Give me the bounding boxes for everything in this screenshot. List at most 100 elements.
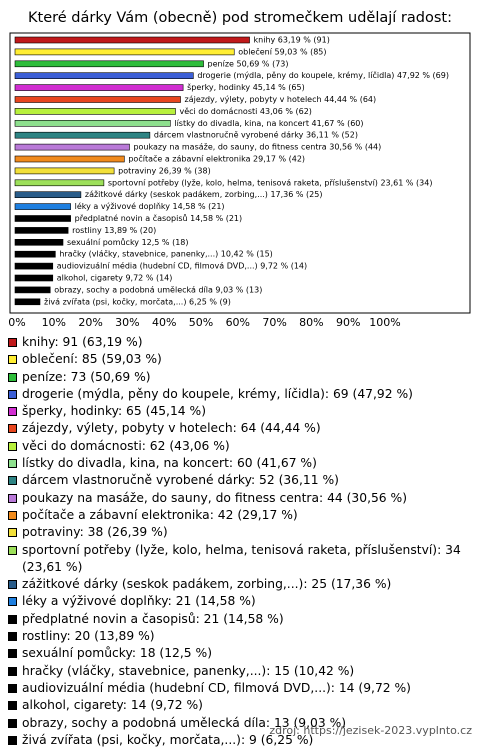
x-tick-label: 60% xyxy=(226,316,250,329)
legend-item: rostliny: 20 (13,89 %) xyxy=(6,628,468,645)
bar xyxy=(14,191,82,198)
value-label: obrazy, sochy a podobná umělecká díla 9,… xyxy=(54,285,262,294)
legend-item: sexuální pomůcky: 18 (12,5 %) xyxy=(6,645,468,662)
x-tick-label: 20% xyxy=(78,316,102,329)
legend-item: zájezdy, výlety, pobyty v hotelech: 64 (… xyxy=(6,420,468,437)
legend-label: předplatné novin a časopisů: 21 (14,58 %… xyxy=(22,611,284,626)
x-tick-label: 10% xyxy=(42,316,66,329)
legend-label: zájezdy, výlety, pobyty v hotelech: 64 (… xyxy=(22,421,321,436)
bar xyxy=(14,215,71,222)
legend-label: dárcem vlastnoručně vyrobené dárky: 52 (… xyxy=(22,473,339,488)
legend-swatch xyxy=(8,718,17,728)
bar xyxy=(14,108,176,115)
legend-item: hračky (vláčky, stavebnice, panenky,...)… xyxy=(6,663,468,680)
legend-item: potraviny: 38 (26,39 %) xyxy=(6,524,468,541)
legend-swatch xyxy=(8,459,17,469)
legend-label: šperky, hodinky: 65 (45,14 %) xyxy=(22,404,207,419)
value-label: zážitkové dárky (seskok padákem, zorbing… xyxy=(85,189,323,199)
legend-label: drogerie (mýdla, pěny do koupele, krémy,… xyxy=(22,386,413,401)
legend-item: zážitkové dárky (seskok padákem, zorbing… xyxy=(6,576,468,593)
value-label: knihy 63,19 % (91) xyxy=(254,36,330,45)
plot-frame xyxy=(9,32,471,314)
bar xyxy=(14,167,115,175)
bar xyxy=(14,96,181,103)
x-tick-label: 70% xyxy=(262,316,286,329)
value-label: věci do domácnosti 43,06 % (62) xyxy=(179,107,311,116)
legend-swatch xyxy=(8,632,17,642)
legend-item: obrazy, sochy a podobná umělecká díla: 1… xyxy=(6,715,468,732)
legend-item: věci do domácnosti: 62 (43,06 %) xyxy=(6,438,468,455)
legend-item: drogerie (mýdla, pěny do koupele, krémy,… xyxy=(6,386,468,403)
legend: knihy: 91 (63,19 %) oblečení: 85 (59,03 %… xyxy=(6,334,468,749)
legend-label: poukazy na masáže, do sauny, do fitness … xyxy=(22,490,408,505)
bar xyxy=(14,286,51,294)
legend-swatch xyxy=(8,545,17,555)
value-label: šperky, hodinky 45,14 % (65) xyxy=(187,82,305,92)
source: zdroj: https://jezisek-2023.vyplnto.cz xyxy=(269,724,472,737)
legend-swatch xyxy=(8,338,17,347)
legend-swatch xyxy=(8,683,17,693)
legend-swatch xyxy=(8,735,17,745)
legend-label: peníze: 73 (50,69 %) xyxy=(22,369,151,384)
legend-item: peníze: 73 (50,69 %) xyxy=(6,369,468,386)
legend-swatch xyxy=(8,424,17,434)
legend-swatch xyxy=(8,389,17,399)
legend-swatch xyxy=(8,701,17,711)
value-label: počítače a zábavní elektronika 29,17 % (… xyxy=(128,154,305,164)
legend-swatch xyxy=(8,666,17,676)
legend-label: audiovizuální média (hudební CD, filmová… xyxy=(22,680,411,695)
legend-label: obrazy, sochy a podobná umělecká díla: 1… xyxy=(22,715,347,730)
chart: Které dárky Vám (obecně) pod stromečkem … xyxy=(8,10,471,329)
value-label: hračky (vláčky, stavebnice, panenky,...)… xyxy=(59,249,272,259)
x-tick-label: 50% xyxy=(189,316,213,329)
legend-item: dárcem vlastnoručně vyrobené dárky: 52 (… xyxy=(6,472,468,489)
value-label: předplatné novin a časopisů 14,58 % (21) xyxy=(75,213,243,223)
value-label: dárcem vlastnoručně vyrobené dárky 36,11… xyxy=(154,130,358,140)
legend-item: knihy: 91 (63,19 %) xyxy=(6,334,468,351)
value-label: sexuální pomůcky 12,5 % (18) xyxy=(67,237,189,247)
bar xyxy=(14,60,204,68)
bar xyxy=(14,274,54,282)
bar xyxy=(14,131,151,139)
bar xyxy=(14,262,54,270)
value-label: oblečení 59,03 % (85) xyxy=(238,46,326,56)
legend-swatch xyxy=(8,528,17,538)
bar xyxy=(14,36,250,44)
bar xyxy=(14,48,235,56)
legend-label: léky a výživové doplňky: 21 (14,58 %) xyxy=(22,594,256,609)
value-label: lístky do divadla, kina, na koncert 41,6… xyxy=(174,119,363,128)
value-label: peníze 50,69 % (73) xyxy=(208,59,289,68)
legend-label: věci do domácnosti: 62 (43,06 %) xyxy=(22,438,230,453)
legend-item: sportovní potřeby (lyže, kolo, helma, te… xyxy=(6,542,468,577)
legend-label: sportovní potřeby (lyže, kolo, helma, te… xyxy=(22,542,461,574)
legend-swatch xyxy=(8,614,17,624)
legend-label: hračky (vláčky, stavebnice, panenky,...)… xyxy=(22,663,355,678)
chart-title: Které dárky Vám (obecně) pod stromečkem … xyxy=(28,10,452,26)
bar xyxy=(14,203,71,210)
legend-label: potraviny: 38 (26,39 %) xyxy=(22,525,168,540)
legend-item: léky a výživové doplňky: 21 (14,58 %) xyxy=(6,593,468,610)
bar xyxy=(14,120,171,127)
value-label: zájezdy, výlety, pobyty v hotelech 44,44… xyxy=(185,95,377,104)
value-label: drogerie (mýdla, pěny do koupele, krémy,… xyxy=(197,70,449,80)
bar xyxy=(14,250,56,258)
x-tick-label: 30% xyxy=(115,316,139,329)
legend-swatch xyxy=(8,407,17,417)
x-tick-label: 40% xyxy=(152,316,176,329)
x-tick-label: 100% xyxy=(369,316,400,329)
legend-label: rostliny: 20 (13,89 %) xyxy=(22,629,155,644)
legend-label: alkohol, cigarety: 14 (9,72 %) xyxy=(22,698,203,713)
legend-swatch xyxy=(8,476,17,486)
legend-swatch xyxy=(8,597,17,607)
legend-swatch xyxy=(8,510,17,520)
legend-label: zážitkové dárky (seskok padákem, zorbing… xyxy=(22,577,392,592)
legend-item: poukazy na masáže, do sauny, do fitness … xyxy=(6,490,468,507)
legend-label: oblečení: 85 (59,03 %) xyxy=(22,352,162,367)
value-label: alkohol, cigarety 9,72 % (14) xyxy=(57,274,173,283)
legend-item: alkohol, cigarety: 14 (9,72 %) xyxy=(6,697,468,714)
bar xyxy=(14,179,105,187)
bar xyxy=(14,72,194,79)
legend-swatch xyxy=(8,441,17,451)
legend-swatch xyxy=(8,355,17,365)
